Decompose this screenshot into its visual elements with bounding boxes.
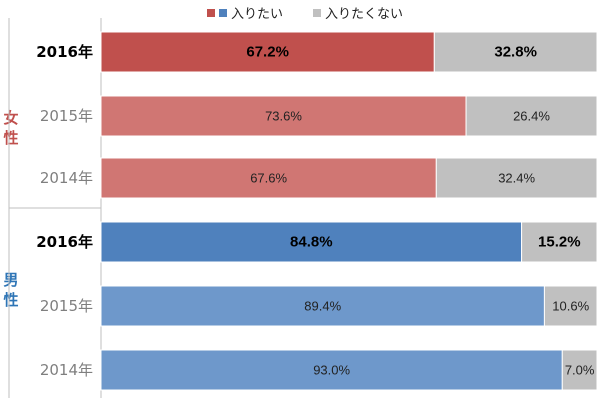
- year-tick-label: 2015年: [40, 297, 93, 315]
- bar-not-want-1-1: [543, 285, 598, 327]
- legend-item-want: 入りたい: [207, 3, 283, 22]
- bar-want-1-0: [100, 221, 523, 263]
- data-label-not-want: 32.8%: [494, 44, 537, 61]
- group-label-1: 男性: [3, 271, 19, 309]
- legend: 入りたい 入りたくない: [0, 3, 600, 22]
- data-label-want: 67.6%: [250, 171, 287, 186]
- bar-not-want-0-1: [465, 95, 598, 137]
- data-label-not-want: 32.4%: [498, 171, 535, 186]
- data-label-want: 67.2%: [246, 44, 289, 61]
- legend-label-want: 入りたい: [231, 7, 284, 22]
- legend-item-not-want: 入りたくない: [313, 3, 403, 22]
- bar-not-want-0-2: [435, 157, 598, 199]
- group-label-0: 女性: [3, 109, 19, 147]
- data-label-not-want: 15.2%: [538, 234, 581, 251]
- legend-label-not-want: 入りたくない: [325, 7, 404, 22]
- legend-swatch-want: [207, 8, 215, 17]
- bar-not-want-1-2: [561, 349, 598, 391]
- legend-swatch-not-want: [313, 8, 321, 17]
- bar-not-want-0-0: [433, 31, 598, 73]
- year-tick-label: 2015年: [40, 107, 93, 125]
- year-tick-label: 2016年: [36, 43, 93, 61]
- bar-want-0-1: [100, 95, 467, 137]
- year-tick-label: 2016年: [36, 233, 93, 251]
- bar-want-1-1: [100, 285, 545, 327]
- data-label-want: 73.6%: [265, 109, 302, 124]
- data-label-want: 93.0%: [313, 363, 350, 378]
- bar-not-want-1-0: [521, 221, 598, 263]
- year-tick-label: 2014年: [40, 361, 93, 379]
- data-label-not-want: 10.6%: [552, 299, 589, 314]
- legend-swatch-want-male: [219, 8, 227, 17]
- data-label-want: 84.8%: [290, 234, 333, 251]
- data-label-not-want: 7.0%: [565, 363, 595, 378]
- data-label-want: 89.4%: [304, 299, 341, 314]
- year-tick-label: 2014年: [40, 169, 93, 187]
- data-label-not-want: 26.4%: [513, 109, 550, 124]
- bar-want-0-2: [100, 157, 437, 199]
- bar-want-1-2: [100, 349, 563, 391]
